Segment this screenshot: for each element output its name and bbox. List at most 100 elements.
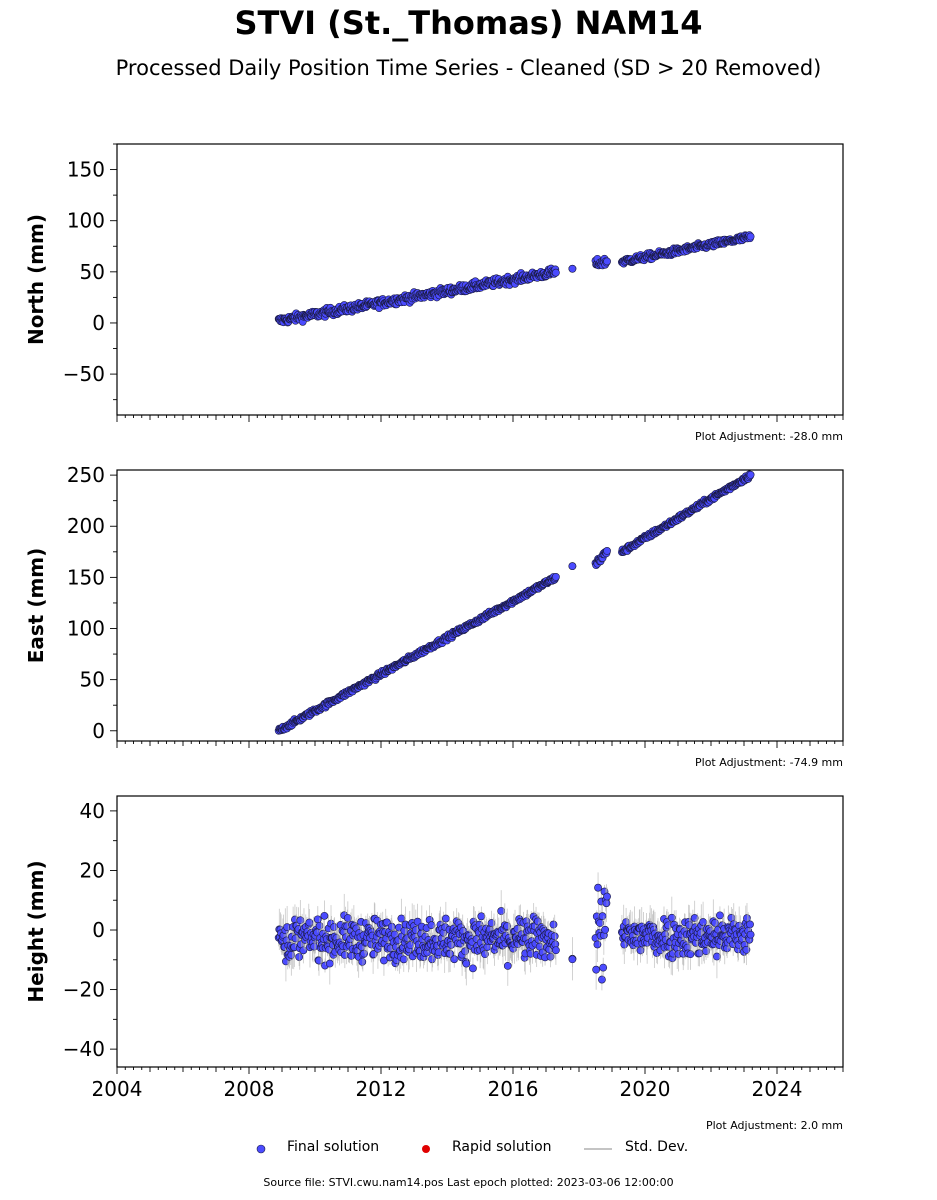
panel-0: −50 0 50 100 150 North (mm) Plot Adjustment: -… [24, 143, 844, 443]
data-point [636, 946, 645, 955]
data-point [360, 949, 368, 958]
data-point [746, 920, 754, 929]
data-point [313, 915, 322, 924]
std-dev-marker [584, 1148, 612, 1150]
y-axis-label: Height (mm) [24, 860, 48, 1002]
data-point [296, 916, 305, 925]
data-point [699, 918, 707, 926]
data-point [594, 883, 602, 892]
y-tick-label: 200 [67, 514, 105, 538]
data-point [552, 572, 560, 581]
x-tick-label: 2008 [224, 1077, 275, 1101]
data-point [598, 975, 606, 984]
data-point [399, 955, 408, 964]
y-tick-label: 40 [80, 799, 105, 823]
data-point [305, 918, 314, 927]
source-footer: Source file: STVI.cwu.nam14.pos Last epo… [263, 1176, 674, 1189]
y-tick-label: 250 [67, 463, 105, 487]
data-point [340, 951, 349, 959]
data-point [295, 953, 304, 961]
legend-std-label: Std. Dev. [625, 1139, 689, 1155]
data-point [446, 949, 454, 958]
data-point [462, 959, 471, 968]
plot-adjustment-label: Plot Adjustment: -28.0 mm [695, 430, 843, 443]
data-point [450, 955, 459, 964]
chart-title: STVI (St._Thomas) NAM14 [234, 4, 703, 42]
data-point [711, 918, 720, 927]
data-point [310, 942, 319, 951]
y-tick-label: 150 [67, 158, 105, 182]
plot-adjustment-label: Plot Adjustment: -74.9 mm [695, 756, 843, 769]
panel-frame [116, 469, 844, 742]
data-point [550, 932, 559, 941]
plot-adjustment-label: Plot Adjustment: 2.0 mm [706, 1119, 843, 1132]
data-point [716, 911, 724, 920]
x-tick-label: 2020 [620, 1077, 671, 1101]
data-point [552, 268, 560, 277]
y-tick-label: 0 [92, 719, 105, 743]
data-point [400, 926, 409, 935]
final-solution-marker [256, 1144, 266, 1154]
data-point [325, 959, 334, 968]
data-point [299, 946, 308, 955]
data-point [746, 470, 755, 479]
y-tick-label: 0 [92, 311, 105, 335]
data-point [603, 892, 611, 901]
chart-subtitle: Processed Daily Position Time Series - C… [115, 56, 822, 80]
data-point [599, 963, 608, 972]
data-point [746, 930, 755, 939]
y-tick-label: 150 [67, 565, 105, 589]
data-point [552, 946, 560, 955]
data-point [568, 264, 577, 273]
x-tick-label: 2012 [356, 1077, 407, 1101]
data-point [358, 957, 367, 966]
data-point [503, 961, 512, 970]
y-tick-label: −50 [63, 362, 105, 386]
data-point [461, 947, 470, 956]
y-tick-label: 20 [80, 858, 105, 882]
y-tick-label: 100 [67, 209, 105, 233]
y-tick-label: 0 [92, 918, 105, 942]
data-point [667, 913, 676, 922]
data-point [320, 911, 329, 920]
data-point [427, 921, 436, 930]
x-tick-label: 2024 [752, 1077, 803, 1101]
y-axis-label: North (mm) [24, 214, 48, 345]
data-point [593, 940, 602, 949]
legend-rapid-label: Rapid solution [452, 1139, 552, 1155]
data-point [686, 950, 695, 959]
y-tick-label: 100 [67, 617, 105, 641]
plot-area [274, 872, 755, 991]
data-point [428, 955, 436, 964]
plot-area [274, 470, 755, 735]
data-point [603, 547, 611, 555]
data-point [397, 914, 406, 923]
data-point [568, 955, 577, 964]
data-point [343, 914, 352, 922]
data-point [469, 964, 477, 973]
x-tick-label: 2004 [92, 1077, 143, 1101]
data-point [603, 257, 611, 266]
data-point [549, 920, 558, 929]
data-point [601, 925, 610, 934]
y-tick-label: 50 [80, 668, 105, 692]
data-point [441, 914, 450, 923]
panel-frame [116, 143, 844, 416]
legend: Final solution Rapid solution Std. Dev. [0, 1136, 937, 1160]
y-axis-label: East (mm) [24, 548, 48, 664]
legend-final-label: Final solution [287, 1139, 380, 1155]
y-tick-label: −20 [63, 978, 105, 1002]
y-tick-label: −40 [63, 1037, 105, 1061]
data-point [743, 914, 751, 923]
plot-area [274, 231, 755, 327]
data-point [568, 562, 577, 571]
panel-2: 2004 2008 2012 2016 2020 2024 −40 −20 0 20 40 Heigh… [24, 795, 844, 1132]
data-point [477, 912, 486, 921]
data-point [602, 899, 611, 908]
panel-1: 0 50 100 150 200 250 East (mm) Plot Adjustment:… [24, 463, 844, 769]
x-tick-label: 2016 [488, 1077, 539, 1101]
data-point [387, 922, 396, 931]
y-tick-label: 50 [80, 260, 105, 284]
data-point [746, 232, 755, 241]
